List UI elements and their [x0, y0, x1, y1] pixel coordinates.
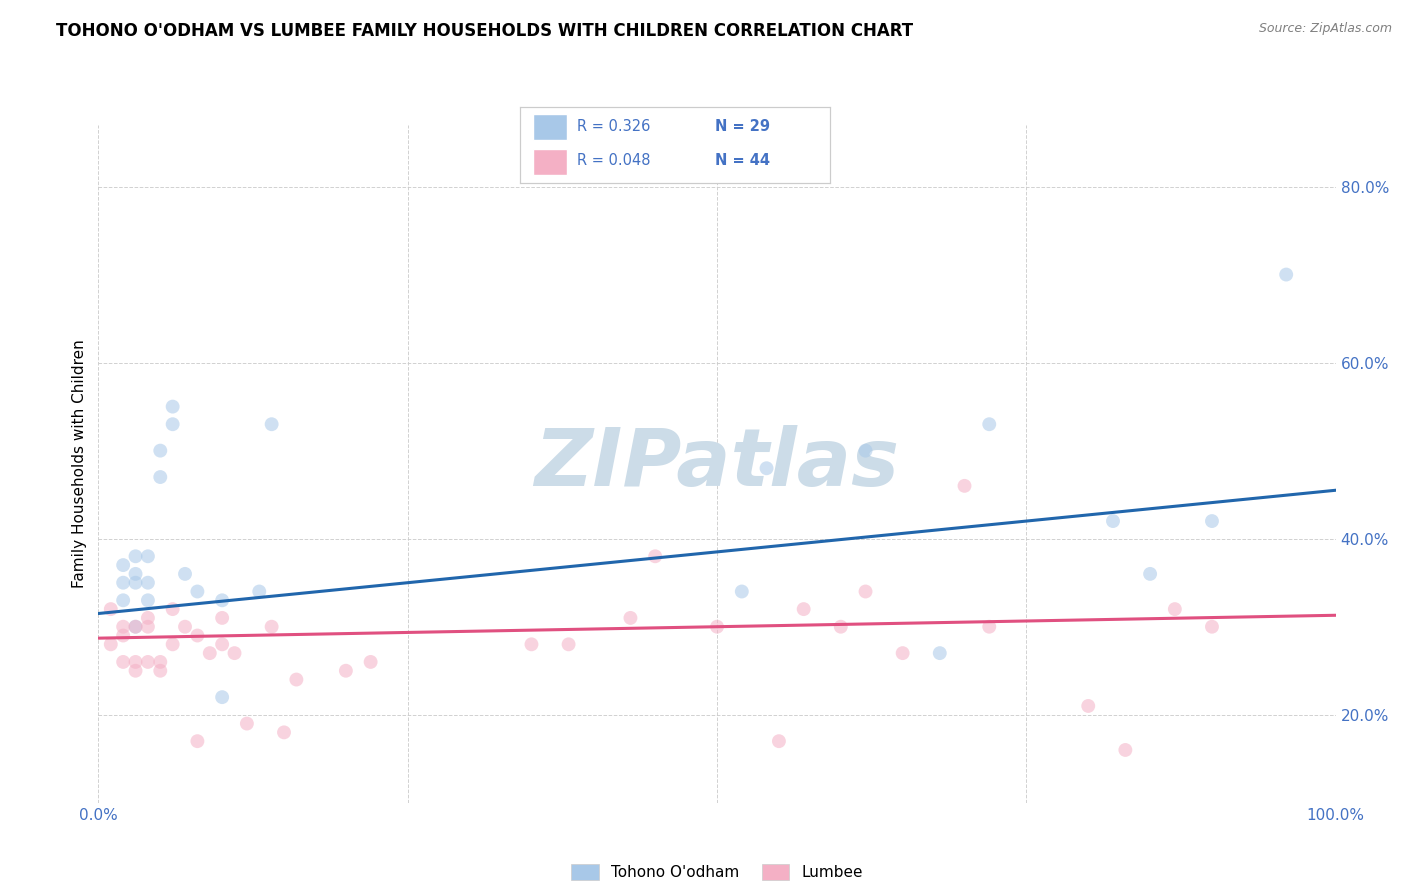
Point — [136, 655, 159, 669]
Point — [979, 417, 1001, 432]
Text: N = 44: N = 44 — [716, 153, 770, 168]
Point — [1275, 268, 1298, 282]
Point — [149, 655, 172, 669]
Y-axis label: Family Households with Children: Family Households with Children — [72, 340, 87, 588]
Point — [162, 637, 184, 651]
Point — [112, 558, 135, 573]
Point — [247, 584, 270, 599]
Point — [112, 620, 135, 634]
Point — [136, 611, 159, 625]
Point — [557, 637, 579, 651]
Point — [793, 602, 815, 616]
Point — [891, 646, 914, 660]
Point — [124, 575, 146, 590]
Point — [124, 620, 146, 634]
Point — [186, 734, 208, 748]
Point — [124, 620, 146, 634]
Point — [1077, 698, 1099, 713]
Point — [619, 611, 641, 625]
Point — [112, 628, 135, 642]
Point — [830, 620, 852, 634]
Text: N = 29: N = 29 — [716, 119, 770, 134]
Point — [1201, 620, 1223, 634]
Point — [224, 646, 246, 660]
Point — [211, 690, 233, 705]
Point — [211, 637, 233, 651]
Point — [360, 655, 382, 669]
Text: ZIPatlas: ZIPatlas — [534, 425, 900, 503]
Point — [520, 637, 543, 651]
Point — [124, 549, 146, 564]
Point — [162, 602, 184, 616]
Point — [100, 637, 122, 651]
Point — [162, 417, 184, 432]
Text: R = 0.326: R = 0.326 — [578, 119, 651, 134]
Point — [136, 575, 159, 590]
Point — [149, 664, 172, 678]
Point — [768, 734, 790, 748]
Point — [260, 417, 283, 432]
Text: TOHONO O'ODHAM VS LUMBEE FAMILY HOUSEHOLDS WITH CHILDREN CORRELATION CHART: TOHONO O'ODHAM VS LUMBEE FAMILY HOUSEHOL… — [56, 22, 914, 40]
Point — [260, 620, 283, 634]
Point — [124, 655, 146, 669]
Point — [335, 664, 357, 678]
Point — [186, 584, 208, 599]
Point — [162, 400, 184, 414]
Point — [928, 646, 950, 660]
Point — [755, 461, 778, 475]
Point — [136, 593, 159, 607]
Point — [136, 549, 159, 564]
Point — [211, 593, 233, 607]
Point — [124, 566, 146, 581]
Point — [1139, 566, 1161, 581]
Point — [236, 716, 259, 731]
Point — [1201, 514, 1223, 528]
Point — [174, 566, 197, 581]
Point — [1102, 514, 1125, 528]
Point — [149, 470, 172, 484]
Text: Source: ZipAtlas.com: Source: ZipAtlas.com — [1258, 22, 1392, 36]
Point — [136, 620, 159, 634]
Point — [1164, 602, 1187, 616]
Point — [112, 575, 135, 590]
Point — [855, 443, 877, 458]
Point — [855, 584, 877, 599]
Point — [706, 620, 728, 634]
Point — [211, 611, 233, 625]
Point — [644, 549, 666, 564]
Point — [100, 602, 122, 616]
Point — [112, 593, 135, 607]
FancyBboxPatch shape — [533, 114, 567, 140]
Point — [198, 646, 221, 660]
Point — [1114, 743, 1136, 757]
Point — [124, 664, 146, 678]
Point — [174, 620, 197, 634]
Point — [273, 725, 295, 739]
Point — [112, 655, 135, 669]
Point — [953, 479, 976, 493]
Point — [731, 584, 754, 599]
Point — [186, 628, 208, 642]
Text: R = 0.048: R = 0.048 — [578, 153, 651, 168]
Point — [979, 620, 1001, 634]
Point — [285, 673, 308, 687]
FancyBboxPatch shape — [533, 150, 567, 175]
Point — [149, 443, 172, 458]
Legend: Tohono O'odham, Lumbee: Tohono O'odham, Lumbee — [565, 858, 869, 886]
